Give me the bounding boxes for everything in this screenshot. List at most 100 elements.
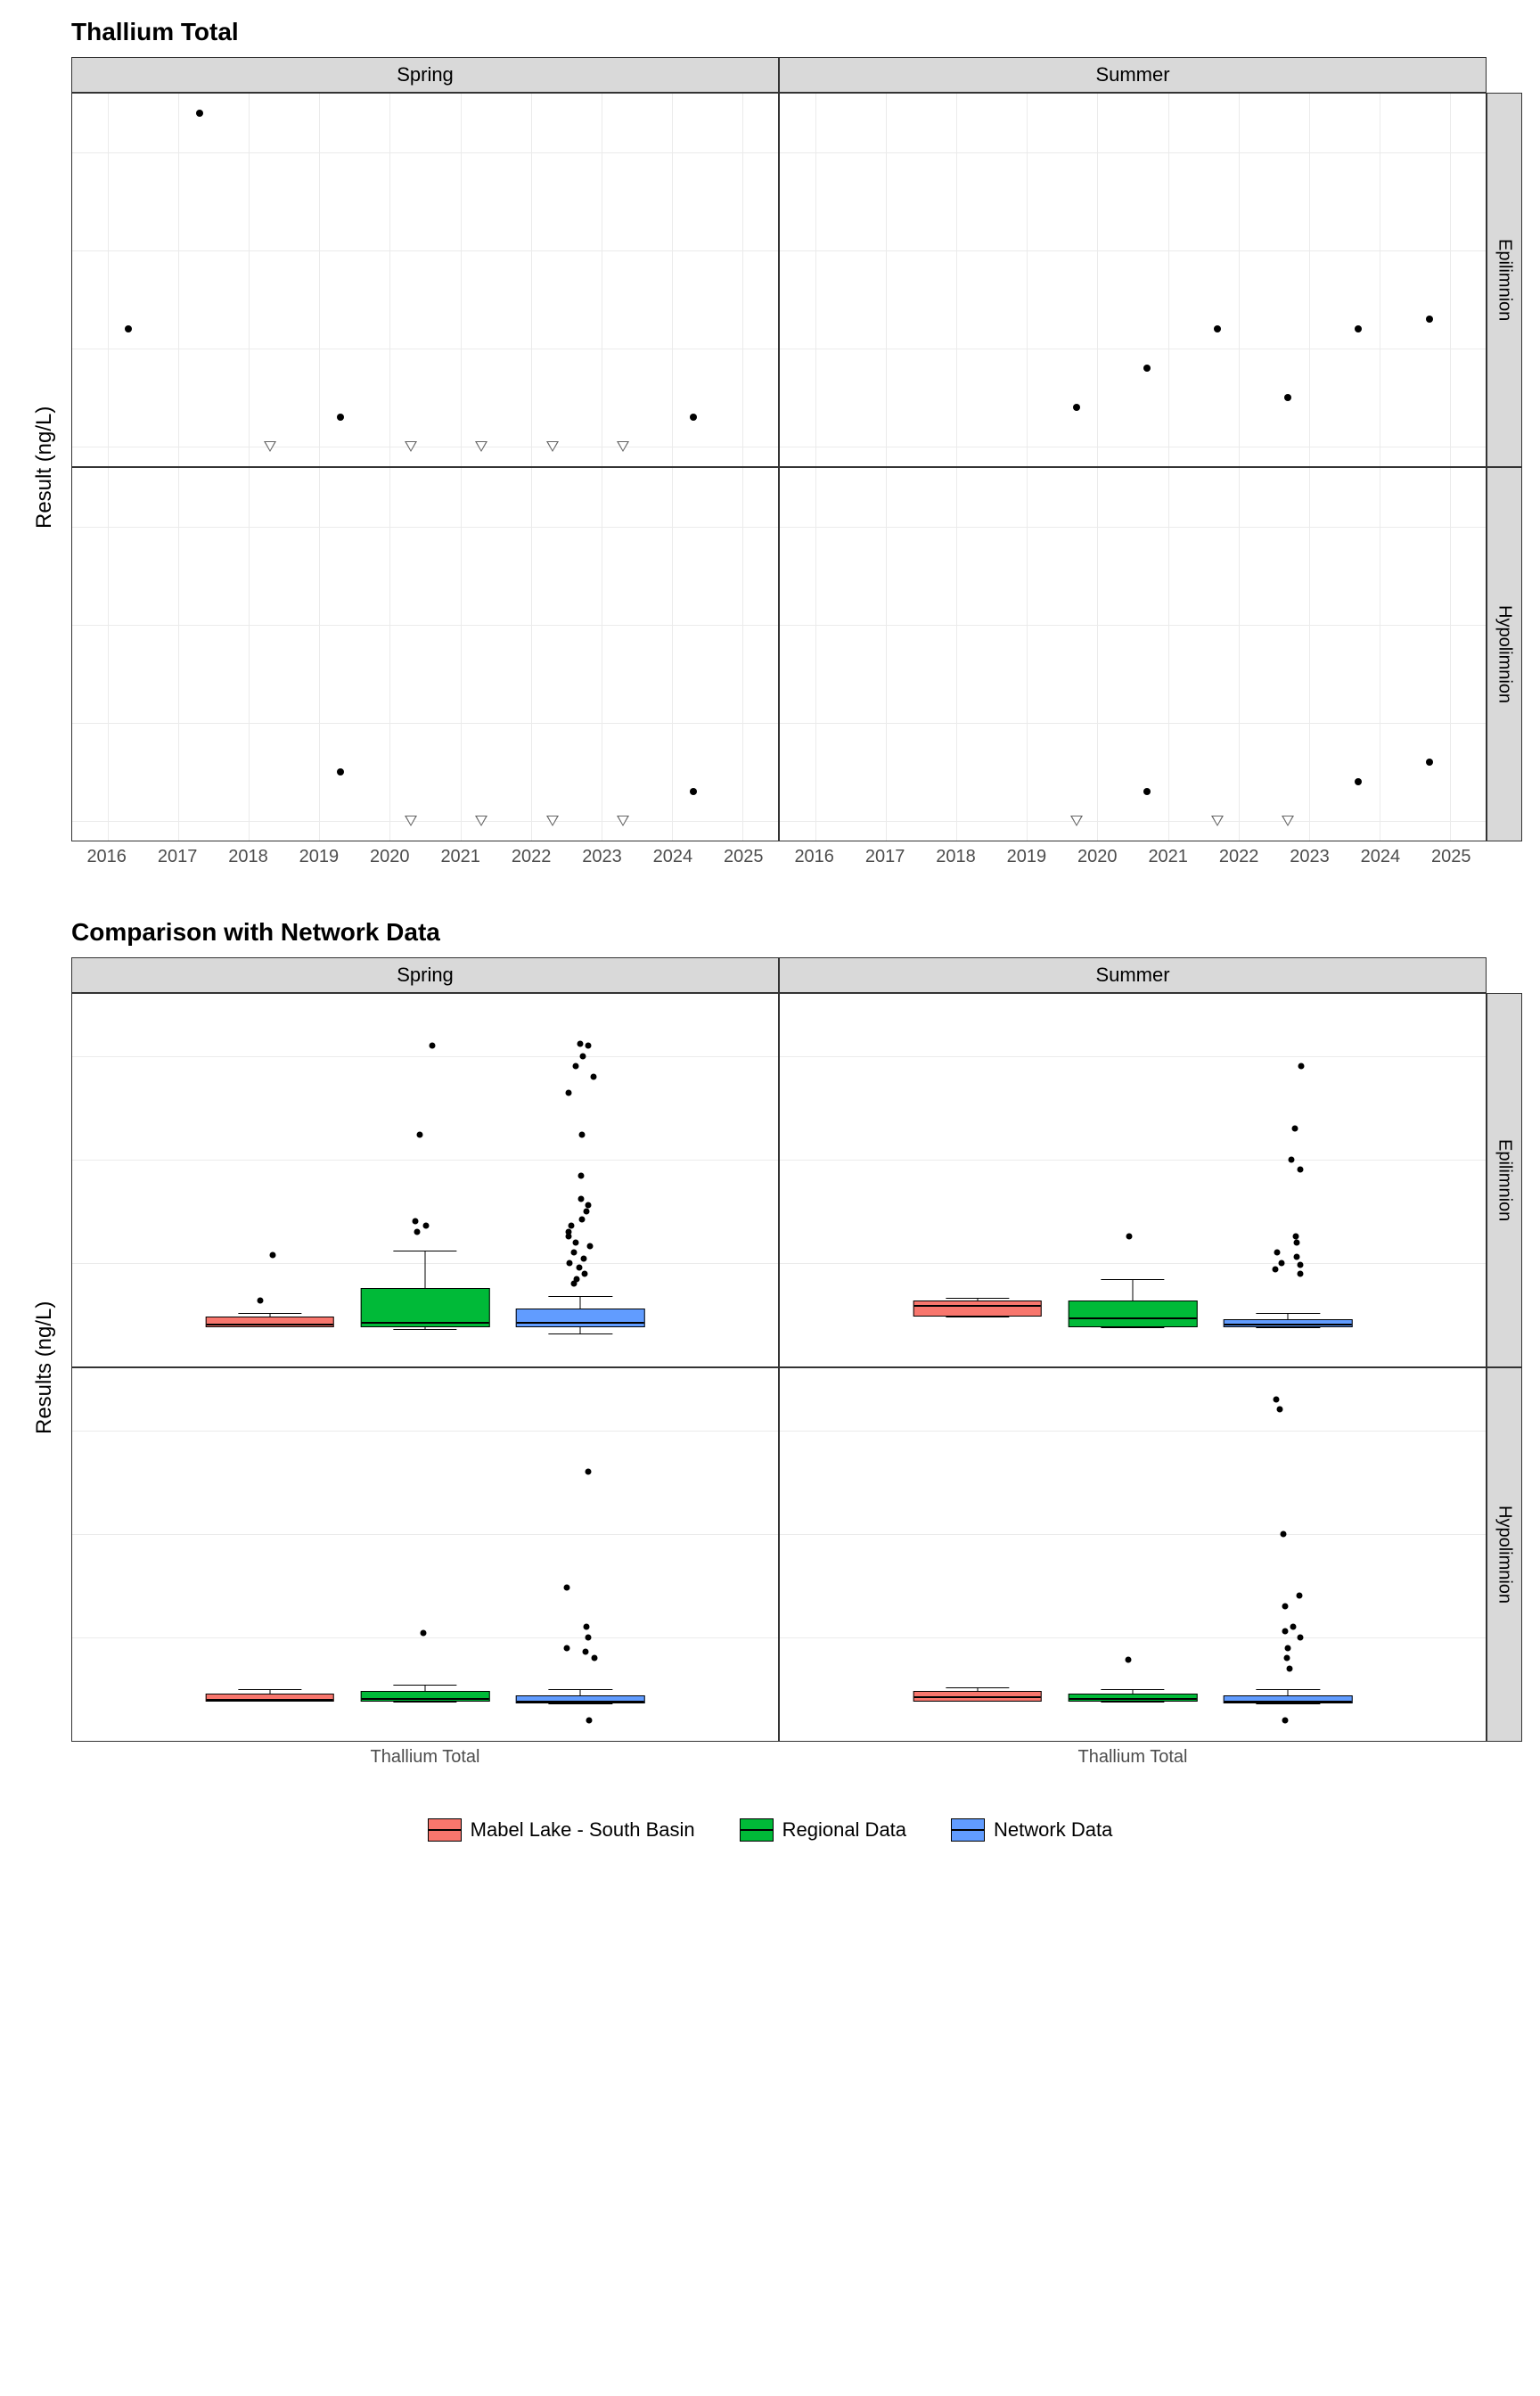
below-detection-marker bbox=[546, 441, 559, 452]
outlier-point bbox=[1283, 1655, 1290, 1662]
x-tick-label: 2018 bbox=[228, 847, 268, 867]
boxplot-box bbox=[516, 1309, 645, 1327]
below-detection-marker bbox=[475, 441, 487, 452]
outlier-point bbox=[413, 1219, 419, 1225]
outlier-point bbox=[568, 1223, 574, 1229]
data-point bbox=[1355, 325, 1362, 332]
data-point bbox=[690, 414, 697, 421]
boxplot-box bbox=[913, 1301, 1042, 1317]
outlier-point bbox=[269, 1251, 275, 1258]
outlier-point bbox=[572, 1239, 578, 1245]
outlier-point bbox=[1272, 1266, 1278, 1272]
outlier-point bbox=[566, 1260, 572, 1266]
outlier-point bbox=[577, 1040, 583, 1046]
legend-item: Mabel Lake - South Basin bbox=[428, 1818, 695, 1842]
data-point bbox=[1284, 394, 1291, 401]
outlier-point bbox=[1278, 1260, 1284, 1266]
boxplot-box bbox=[361, 1691, 490, 1701]
below-detection-marker bbox=[1282, 816, 1294, 826]
x-tick-label: 2019 bbox=[1007, 847, 1047, 867]
x-axis-label: Thallium Total bbox=[370, 1747, 479, 1768]
boxplot-box bbox=[1224, 1319, 1353, 1327]
facet-row-label: Hypolimnion bbox=[1487, 1367, 1522, 1742]
outlier-point bbox=[1126, 1657, 1132, 1663]
boxplot-box bbox=[1069, 1301, 1198, 1327]
legend: Mabel Lake - South Basin Regional Data N… bbox=[18, 1818, 1522, 1842]
facet-row-label: Epilimnion bbox=[1487, 93, 1522, 467]
outlier-point bbox=[423, 1223, 430, 1229]
chart2-panel bbox=[779, 1367, 1487, 1742]
data-point bbox=[1426, 316, 1433, 323]
outlier-point bbox=[586, 1202, 592, 1208]
x-tick-label: 2019 bbox=[299, 847, 340, 867]
outlier-point bbox=[1298, 1063, 1305, 1070]
boxplot-box bbox=[361, 1288, 490, 1327]
facet-row-label: Hypolimnion bbox=[1487, 467, 1522, 841]
data-point bbox=[1426, 759, 1433, 766]
outlier-point bbox=[1297, 1262, 1303, 1268]
data-point bbox=[337, 414, 344, 421]
data-point bbox=[125, 325, 132, 332]
data-point bbox=[1355, 778, 1362, 785]
boxplot-box bbox=[516, 1695, 645, 1703]
outlier-point bbox=[583, 1649, 589, 1655]
below-detection-marker bbox=[1211, 816, 1224, 826]
below-detection-marker bbox=[546, 816, 559, 826]
data-point bbox=[337, 768, 344, 775]
outlier-point bbox=[417, 1131, 423, 1137]
chart1-panel: 2345 bbox=[71, 93, 779, 467]
outlier-point bbox=[420, 1630, 426, 1637]
legend-item: Network Data bbox=[951, 1818, 1112, 1842]
outlier-point bbox=[1273, 1396, 1279, 1402]
data-point bbox=[1214, 325, 1221, 332]
outlier-point bbox=[1126, 1233, 1133, 1239]
outlier-point bbox=[1286, 1665, 1292, 1671]
facet-col-header: Summer bbox=[779, 957, 1487, 993]
outlier-point bbox=[581, 1270, 587, 1276]
outlier-point bbox=[584, 1624, 590, 1630]
x-tick-label: 2016 bbox=[794, 847, 834, 867]
outlier-point bbox=[581, 1256, 587, 1262]
chart2-facet-grid: SpringSummerResults (ng/L)51015Epilimnio… bbox=[18, 957, 1522, 1774]
outlier-point bbox=[583, 1208, 589, 1214]
outlier-point bbox=[1297, 1167, 1303, 1173]
boxplot-chart-section: Comparison with Network Data SpringSumme… bbox=[18, 918, 1522, 1774]
data-point bbox=[1143, 365, 1151, 372]
x-tick-label: 2022 bbox=[1219, 847, 1259, 867]
x-tick-label: 2021 bbox=[440, 847, 480, 867]
outlier-point bbox=[564, 1645, 570, 1651]
outlier-point bbox=[257, 1297, 263, 1303]
chart1-panel bbox=[779, 93, 1487, 467]
x-tick-label: 2016 bbox=[86, 847, 127, 867]
outlier-point bbox=[429, 1043, 435, 1049]
legend-item: Regional Data bbox=[740, 1818, 906, 1842]
below-detection-marker bbox=[617, 816, 629, 826]
outlier-point bbox=[578, 1195, 585, 1202]
x-tick-label: 2024 bbox=[653, 847, 693, 867]
outlier-point bbox=[565, 1229, 571, 1235]
outlier-point bbox=[1298, 1634, 1304, 1640]
legend-swatch bbox=[951, 1818, 985, 1842]
x-tick-label: 2025 bbox=[1431, 847, 1471, 867]
data-point bbox=[1143, 788, 1151, 795]
y-axis-title: Result (ng/L) bbox=[18, 93, 71, 841]
x-tick-label: 2018 bbox=[936, 847, 976, 867]
outlier-point bbox=[1293, 1233, 1299, 1239]
below-detection-marker bbox=[264, 441, 276, 452]
x-tick-label: 2020 bbox=[1077, 847, 1118, 867]
facet-row-label: Epilimnion bbox=[1487, 993, 1522, 1367]
x-tick-label: 2023 bbox=[582, 847, 622, 867]
outlier-point bbox=[586, 1717, 592, 1723]
outlier-point bbox=[1292, 1125, 1298, 1131]
outlier-point bbox=[565, 1090, 571, 1096]
x-tick-label: 2022 bbox=[512, 847, 552, 867]
outlier-point bbox=[1282, 1628, 1289, 1634]
outlier-point bbox=[591, 1655, 597, 1662]
outlier-point bbox=[570, 1250, 577, 1256]
boxplot-box bbox=[205, 1317, 334, 1326]
legend-swatch bbox=[428, 1818, 462, 1842]
x-tick-label: 2017 bbox=[865, 847, 905, 867]
outlier-point bbox=[1293, 1239, 1299, 1245]
chart1-facet-grid: SpringSummerResult (ng/L)2345Epilimnion2… bbox=[18, 57, 1522, 874]
boxplot-box bbox=[1069, 1694, 1198, 1702]
